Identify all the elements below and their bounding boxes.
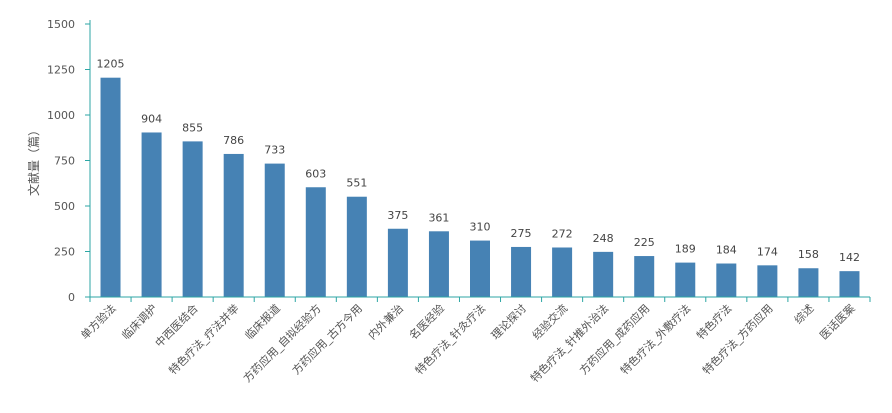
y-axis-label: 文献量（篇） [26,124,41,196]
y-tick-label: 250 [54,246,75,259]
data-label: 603 [305,167,326,180]
bar [716,263,737,297]
bar [675,262,696,297]
x-tick-label: 医话医案 [817,301,858,342]
x-tick-label: 特色疗法_针灸疗法 [412,301,488,377]
data-label: 189 [675,243,696,256]
bar [634,256,655,297]
bar [141,132,162,297]
x-tick-label: 方药应用_成药应用 [576,301,652,377]
bar [839,271,860,297]
data-label: 361 [428,211,449,224]
x-tick-label: 综述 [791,301,816,326]
x-tick-label: 特色疗法_疗法并举 [166,301,242,377]
bar [264,163,285,297]
data-label: 158 [798,248,819,261]
x-tick-label: 单方验法 [78,301,119,342]
x-tick-label: 方药应用_古方今用 [289,301,365,377]
data-label: 248 [593,232,614,245]
x-tick-label: 内外兼治 [365,301,406,342]
x-tick-label: 临床报道 [242,301,283,342]
data-label: 375 [387,209,408,222]
y-tick-label: 750 [54,155,75,168]
bar [757,265,778,297]
x-tick-label: 经验交流 [529,301,570,342]
bar [182,141,203,297]
data-label: 275 [511,227,532,240]
data-label: 786 [223,134,244,147]
data-label: 310 [470,221,491,234]
data-label: 272 [552,227,573,240]
data-label: 1205 [97,58,125,71]
y-tick-label: 0 [68,291,75,304]
x-tick-label: 特色疗法_针推外治法 [527,301,611,385]
y-tick-label: 500 [54,200,75,213]
bar [100,77,121,297]
x-tick-label: 特色疗法 [693,301,734,342]
bars [100,77,860,297]
data-label: 142 [839,251,860,264]
data-label: 184 [716,244,737,257]
data-label: 855 [182,121,203,134]
data-label: 551 [346,177,367,190]
x-tick-label: 特色疗法_外敷疗法 [617,301,693,377]
x-tick-label: 理论探讨 [488,301,529,342]
data-label: 225 [634,236,655,249]
bar [552,247,573,297]
bar [346,196,367,297]
data-label: 733 [264,144,285,157]
y-tick-label: 1000 [47,109,75,122]
y-tick-label: 1500 [47,18,75,31]
bar [223,153,244,297]
bar [470,240,490,297]
data-labels: 1205 904 855 786 733 603 551 375 361 310 275 272 248… [97,58,860,264]
bar [798,268,819,297]
x-tick-label: 特色疗法_方药应用 [699,301,775,377]
bar [387,228,408,297]
x-tick-label: 临床调护 [119,301,160,342]
data-label: 904 [141,112,162,125]
y-axis: 0 250 500 750 1000 1250 1500 [47,18,90,304]
bar [593,251,614,297]
x-tick-label: 名医经验 [406,301,447,342]
bar [428,231,449,297]
data-label: 174 [757,245,778,258]
x-tick-label: 方药应用_自拟经验方 [240,301,324,385]
bar [305,187,326,297]
bar [511,246,532,297]
y-tick-label: 1250 [47,64,75,77]
